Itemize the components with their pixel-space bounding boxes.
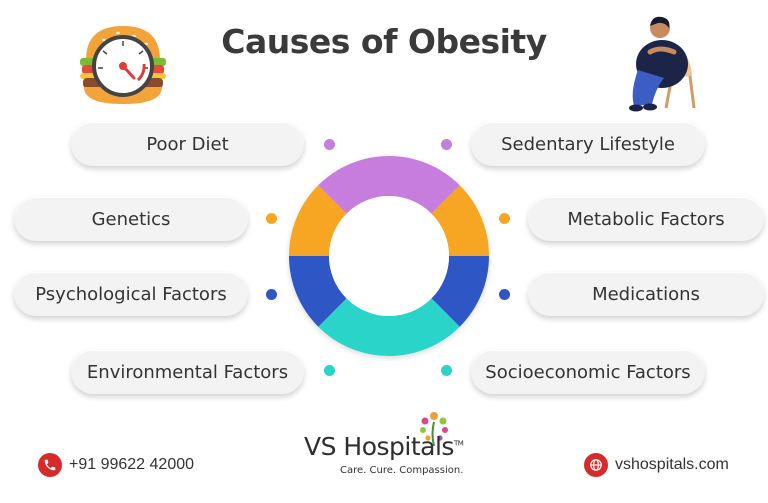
burger-speedometer-icon: [80, 26, 166, 104]
dot-left-2: [266, 213, 277, 224]
dot-left-1: [324, 139, 335, 150]
cause-pill-genetics: Genetics: [14, 197, 248, 241]
ring-segment-5: [318, 298, 389, 356]
website-url: vshospitals.com: [615, 456, 729, 473]
cause-pill-psychological-factors: Psychological Factors: [14, 272, 248, 316]
ring-segment-8: [318, 156, 389, 214]
logo-name: VS HospitalsTM: [304, 432, 464, 461]
dot-left-3: [266, 289, 277, 300]
phone-contact[interactable]: +91 99622 42000: [38, 453, 194, 477]
person-in-chair-icon: [629, 16, 696, 112]
vs-hospitals-logo: VS HospitalsTM Care. Cure. Compassion.: [292, 408, 476, 490]
phone-number: +91 99622 42000: [69, 456, 195, 473]
logo-name-text: VS Hospitals: [304, 432, 454, 461]
ring-segment-6: [289, 256, 347, 327]
ring-center: [329, 196, 449, 316]
ring-segment-7: [289, 185, 347, 256]
cause-pill-socioeconomic-factors: Socioeconomic Factors: [471, 350, 705, 394]
ring-segment-2: [431, 185, 489, 256]
dot-right-3: [499, 289, 510, 300]
logo-trademark: TM: [453, 439, 464, 448]
dot-right-1: [441, 139, 452, 150]
dot-right-2: [499, 213, 510, 224]
website-link[interactable]: vshospitals.com: [584, 453, 729, 477]
cause-pill-medications: Medications: [528, 272, 764, 316]
page-title: Causes of Obesity: [221, 22, 547, 61]
globe-icon: [584, 453, 608, 477]
cause-pill-sedentary-lifestyle: Sedentary Lifestyle: [471, 122, 705, 166]
cause-pill-poor-diet: Poor Diet: [71, 122, 304, 166]
ring-segment-4: [389, 298, 460, 356]
phone-icon: [38, 453, 62, 477]
cause-pill-environmental-factors: Environmental Factors: [71, 350, 304, 394]
dot-left-4: [324, 365, 335, 376]
ring-segment-1: [389, 156, 460, 214]
dot-right-4: [441, 365, 452, 376]
cause-pill-metabolic-factors: Metabolic Factors: [528, 197, 764, 241]
logo-tagline: Care. Cure. Compassion.: [340, 465, 464, 476]
ring-segment-3: [431, 256, 489, 327]
causes-ring: [289, 156, 489, 356]
flower-logo-icon: [420, 412, 448, 446]
